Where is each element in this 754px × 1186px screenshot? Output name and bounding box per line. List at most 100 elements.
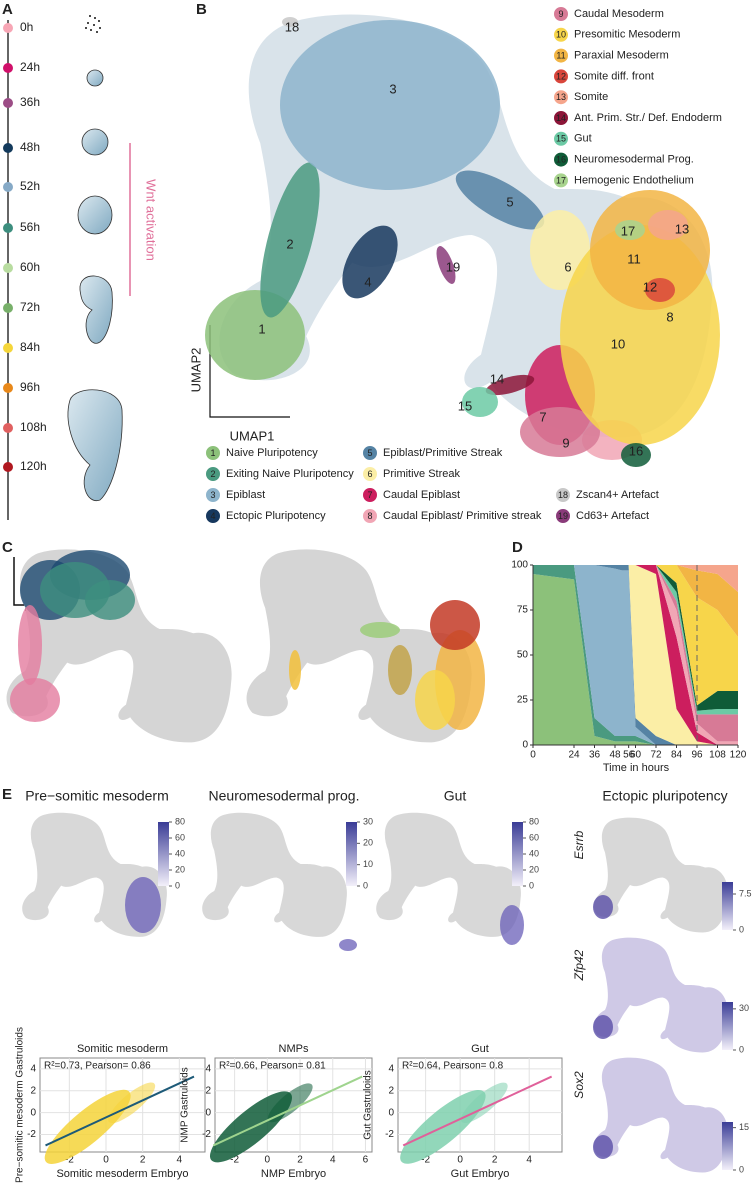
- panel-label: E: [2, 786, 12, 803]
- timepoint-dot: [3, 182, 13, 192]
- cluster-number: 3: [389, 81, 396, 96]
- timepoint-label: 72h: [20, 300, 40, 314]
- x-tick-label: 60: [630, 750, 642, 761]
- area: [533, 565, 738, 711]
- legend-swatch: [205, 508, 221, 524]
- x-tick-label: 0: [530, 750, 536, 761]
- y-tick-label: -2: [27, 1129, 36, 1140]
- timepoint-label: 96h: [20, 380, 40, 394]
- timepoint-label: 36h: [20, 95, 40, 109]
- timepoint-dot: [3, 143, 13, 153]
- area: [533, 565, 738, 745]
- timepoint-dot: [3, 23, 13, 33]
- cluster-region: [342, 225, 398, 299]
- scatter-title: Gut: [471, 1043, 489, 1055]
- legend-swatch: [553, 68, 569, 85]
- timepoint-dot: [3, 98, 13, 108]
- x-tick-label: -2: [421, 1155, 430, 1166]
- cluster-number: 19: [446, 259, 460, 274]
- cluster-number: 17: [621, 223, 635, 238]
- expression: [339, 939, 357, 951]
- cluster-number: 1: [258, 321, 265, 336]
- y-tick-label: 2: [205, 1085, 211, 1096]
- timepoint-dot: [3, 303, 13, 313]
- y-tick-label: 100: [511, 560, 528, 571]
- cluster-region: [621, 443, 651, 467]
- x-tick-label: -2: [65, 1155, 74, 1166]
- panel-label: C: [2, 539, 13, 556]
- wnt-label: Wnt activation: [144, 179, 159, 261]
- colorbar-label: 80: [529, 816, 539, 826]
- map-title: Gut: [444, 788, 467, 804]
- expression: [593, 895, 613, 919]
- legend-id: 6: [367, 469, 372, 479]
- legend-id: 3: [210, 490, 215, 500]
- cell-overlay: [415, 670, 455, 730]
- timepoint-label: 108h: [20, 420, 47, 434]
- colorbar-label: 7.5: [739, 888, 752, 898]
- area: [533, 565, 738, 745]
- cluster-region: [205, 290, 305, 380]
- umap-gray: [376, 812, 521, 937]
- legend-label: Gut: [574, 133, 592, 145]
- x-tick-label: 4: [526, 1155, 532, 1166]
- colorbar: [512, 822, 523, 886]
- timepoint-dot: [3, 343, 13, 353]
- x-tick-label: 0: [103, 1155, 109, 1166]
- legend-swatch: [362, 445, 378, 461]
- legend-label: Neuromesodermal Prog.: [574, 154, 694, 166]
- y-tick-label: 75: [517, 605, 529, 616]
- y-tick-label: -2: [385, 1129, 394, 1140]
- x-tick-label: 24: [568, 750, 580, 761]
- legend-swatch: [205, 445, 221, 461]
- colorbar-label: 0: [739, 1044, 744, 1054]
- timepoint-dot: [3, 63, 13, 73]
- umap-gray: [593, 817, 728, 933]
- expression: [593, 1015, 613, 1039]
- x-tick-label: 2: [492, 1155, 498, 1166]
- cell-overlay: [388, 645, 412, 695]
- stats: R²=0.66, Pearson= 0.81: [219, 1061, 326, 1072]
- area: [533, 565, 738, 745]
- legend-swatch: [362, 487, 378, 503]
- area: [533, 565, 738, 592]
- legend-swatch: [555, 508, 571, 524]
- legend-swatch: [553, 26, 569, 43]
- cluster-number: 8: [666, 309, 673, 324]
- colorbar-label: 20: [175, 864, 185, 874]
- x-tick-label: 84: [671, 750, 683, 761]
- legend-id: 4: [210, 511, 215, 521]
- umap-gray: [593, 937, 728, 1053]
- colorbar-label: 0: [175, 880, 180, 890]
- x-tick-label: 6: [363, 1155, 369, 1166]
- legend-label: Caudal Epiblast: [383, 489, 460, 501]
- legend-id: 7: [367, 490, 372, 500]
- legend-id: 5: [367, 448, 372, 458]
- y-tick-label: 50: [517, 650, 529, 661]
- legend-swatch: [205, 487, 221, 503]
- x-axis-label: NMP Embryo: [261, 1168, 326, 1180]
- legend-swatch: [205, 466, 221, 482]
- y-tick-label: 2: [388, 1085, 394, 1096]
- y-axis-label: NMP Gastruloids: [180, 1067, 191, 1142]
- timepoint-label: 84h: [20, 340, 40, 354]
- cell-overlay: [18, 605, 42, 685]
- timepoint-label: 52h: [20, 179, 40, 193]
- area: [533, 574, 738, 745]
- legend-label: Hemogenic Endothelium: [574, 174, 694, 186]
- x-axis-label: Gut Embryo: [451, 1168, 510, 1180]
- map-title: Ectopic pluripotency: [602, 788, 727, 804]
- cluster-number: 15: [458, 398, 472, 413]
- point-cloud: [267, 1083, 313, 1123]
- colorbar-label: 40: [175, 848, 185, 858]
- cluster-number: 14: [490, 371, 504, 386]
- colorbar-label: 10: [363, 859, 373, 869]
- fit-line: [212, 1075, 363, 1147]
- colorbar-label: 80: [175, 816, 185, 826]
- legend-label: Caudal Epiblast/ Primitive streak: [383, 510, 542, 522]
- legend-label: Zscan4+ Artefact: [576, 489, 659, 501]
- legend-label: Exiting Naive Pluripotency: [226, 468, 354, 480]
- cluster-region: [282, 17, 298, 27]
- x-tick-label: 0: [265, 1155, 271, 1166]
- colorbar-label: 0: [739, 924, 744, 934]
